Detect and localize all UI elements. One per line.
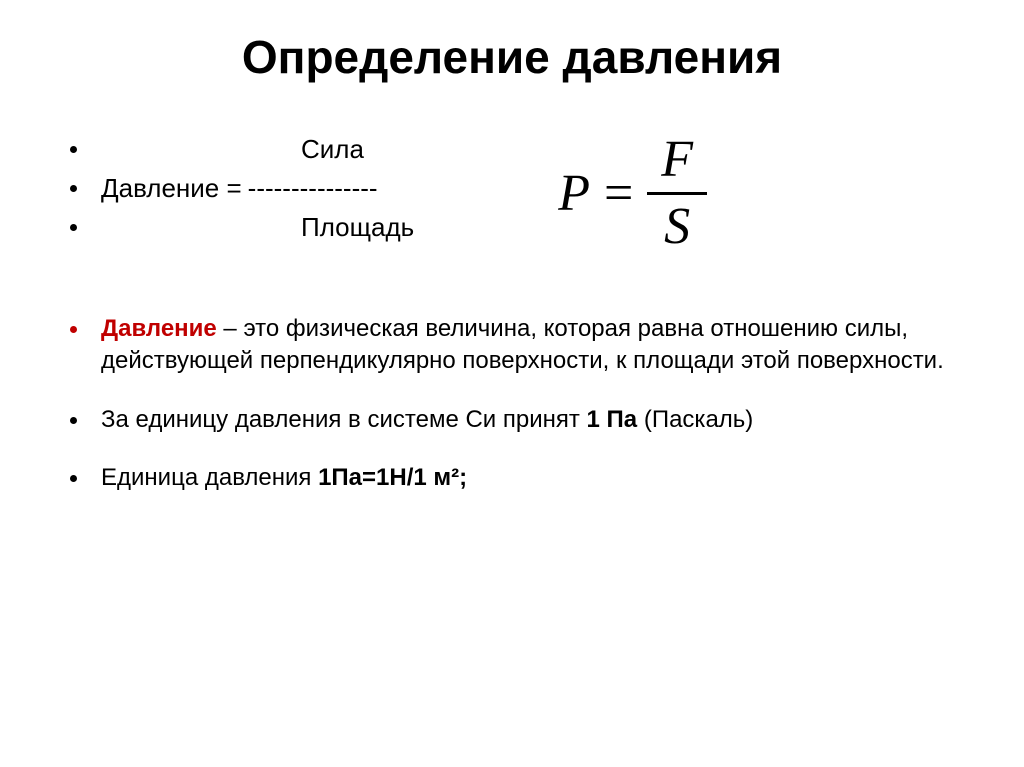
unit-text-b: (Паскаль) xyxy=(637,406,753,433)
formula-numerator: F xyxy=(647,134,707,186)
content-row: Сила Давление = --------------- Площадь … xyxy=(50,134,974,253)
formula-fraction: F S xyxy=(647,134,707,253)
bullet-dot xyxy=(70,417,77,424)
fraction-bar xyxy=(647,192,707,195)
unit-text: За единицу давления в системе Си принят … xyxy=(101,404,753,436)
slide-title: Определение давления xyxy=(50,30,974,84)
formula-denominator: S xyxy=(650,201,704,253)
unit-eq-bold: 1Па=1Н/1 м²; xyxy=(318,464,467,491)
definition-text: Давление – это физическая величина, кото… xyxy=(101,313,974,378)
word-formula-mid-right: --------------- xyxy=(248,173,378,204)
bullet-dot xyxy=(70,185,77,192)
formula-block: P = F S xyxy=(558,134,974,253)
unit-eq-text: Единица давления 1Па=1Н/1 м²; xyxy=(101,462,467,494)
unit-item: За единицу давления в системе Си принят … xyxy=(70,404,974,436)
definitions-block: Давление – это физическая величина, кото… xyxy=(50,313,974,495)
unit-text-a: За единицу давления в системе Си принят xyxy=(101,406,587,433)
definition-item: Давление – это физическая величина, кото… xyxy=(70,313,974,378)
word-formula-bottom: Площадь xyxy=(101,212,414,243)
word-formula-mid-left: Давление = xyxy=(101,173,242,204)
bullet-dot-red xyxy=(70,326,77,333)
formula-eq: = xyxy=(604,164,633,223)
bullet-dot xyxy=(70,224,77,231)
bullet-dot xyxy=(70,475,77,482)
term-highlight: Давление xyxy=(101,315,217,342)
word-formula-block: Сила Давление = --------------- Площадь xyxy=(50,134,558,253)
definition-rest: – это физическая величина, которая равна… xyxy=(101,315,944,374)
formula-P: P xyxy=(558,164,590,223)
unit-eq-text-a: Единица давления xyxy=(101,464,318,491)
word-formula-top: Сила xyxy=(101,134,364,165)
unit-eq-item: Единица давления 1Па=1Н/1 м²; xyxy=(70,462,974,494)
unit-bold: 1 Па xyxy=(587,406,638,433)
bullet-dot xyxy=(70,146,77,153)
